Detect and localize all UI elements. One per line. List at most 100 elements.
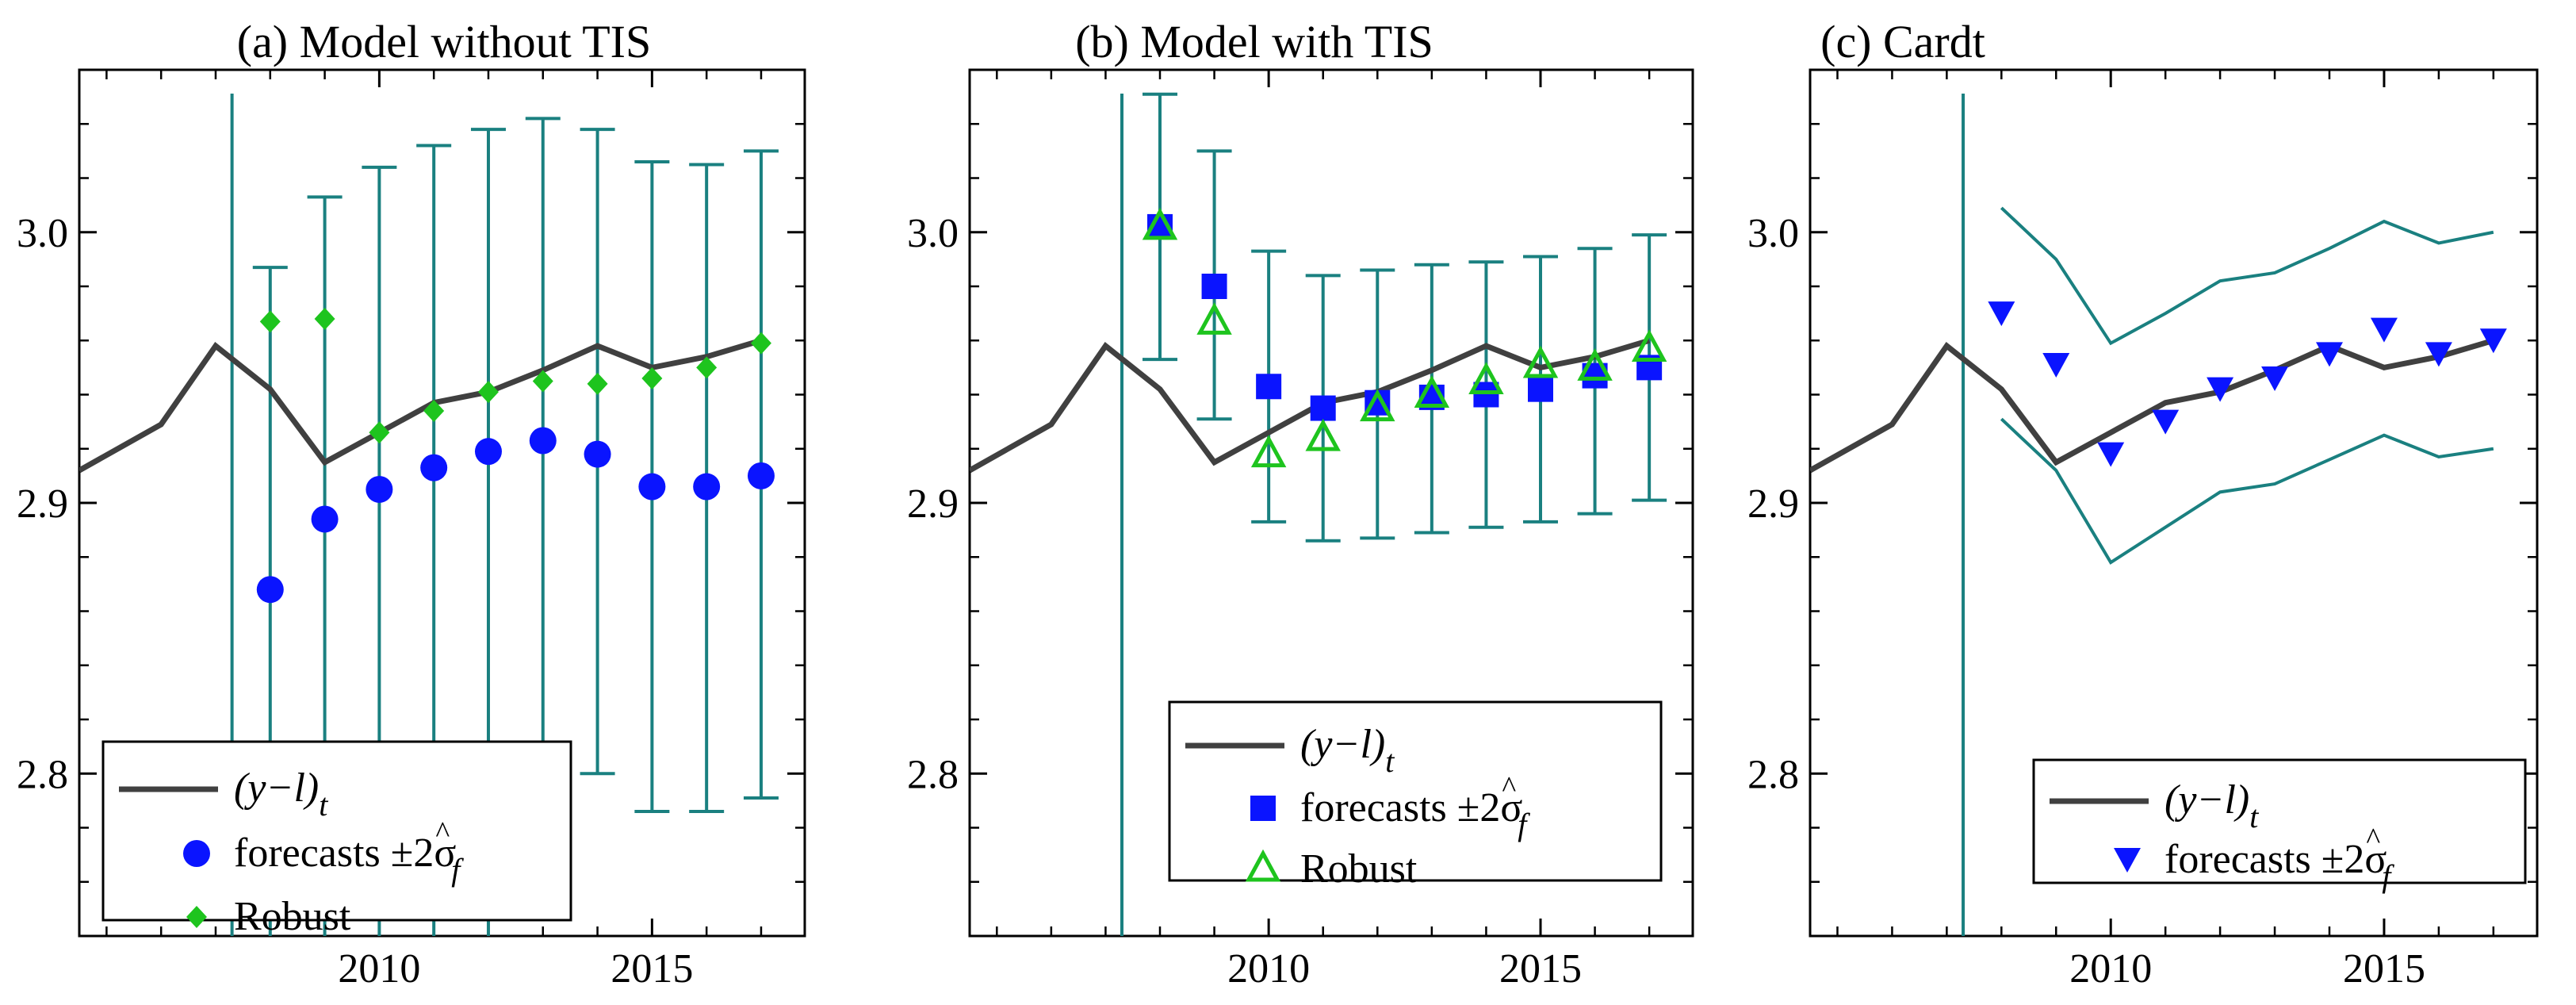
legend-swatch-forecast [183,840,210,867]
legend-label-forecast: forecasts ±2σ^f [1300,771,1530,842]
forecast-point [311,505,339,533]
forecast-point [420,454,448,481]
forecast-point [584,440,611,468]
y-tick-label: 2.9 [17,481,68,527]
forecast-point [1201,274,1227,299]
legend-box [1168,700,1663,882]
legend-actual-sub: t [1385,743,1395,779]
actual-series-line [1810,337,2494,474]
forecast-point [2152,409,2180,435]
legend-actual-main: (y−l) [1300,722,1385,767]
legend-box [2032,758,2527,884]
forecast-point [474,438,502,466]
y-tick-label: 2.8 [907,752,959,797]
robust-point [1577,348,1613,381]
y-tick-label: 3.0 [1747,211,1799,256]
robust-point [1631,329,1667,362]
legend-actual-main: (y−l) [2165,777,2249,823]
forecast-point [693,473,721,501]
y-tick-label: 2.8 [1747,752,1799,797]
forecast-point [1473,382,1499,408]
y-tick-label: 2.9 [1747,481,1799,527]
robust-point [1250,435,1287,468]
robust-point [641,367,663,390]
y-tick-label: 2.9 [907,481,959,527]
x-tick-label: 2015 [611,946,693,992]
forecast-point [1256,374,1282,400]
forecast-point [2370,317,2398,343]
robust-point [750,332,771,355]
forecast-point [2261,366,2289,392]
legend-swatch-robust [186,906,207,928]
y-tick-label: 2.8 [17,752,68,797]
legend-label-actual: (y−l)t [2165,777,2259,834]
robust-point [696,356,718,379]
forecast-point [1310,395,1336,421]
upper-band-line [2000,206,2494,346]
legend-forecast-hat: ^ [435,816,450,850]
legend-actual-main: (y−l) [234,765,319,811]
robust-point [259,310,281,333]
robust-point [1142,207,1178,240]
robust-point [1522,345,1559,378]
forecast-point [256,576,284,604]
robust-point [369,421,390,444]
forecast-point [1528,376,1553,402]
actual-series-line [79,337,762,474]
legend-label-actual: (y−l)t [1300,722,1395,779]
robust-point [314,307,335,330]
legend-label-actual: (y−l)t [234,765,328,823]
plot-area [1810,94,2507,936]
lower-band-line [2000,417,2494,565]
legend-forecast-hat: ^ [2366,823,2380,856]
forecast-point [2316,342,2343,367]
panel-b: (b) Model with TIS 2010 2015 2.8 2.9 3.0 (y−l… [907,16,1694,992]
robust-point [587,372,608,395]
robust-point [423,399,445,422]
legend-swatch-robust [1245,849,1281,882]
legend-forecast-main: forecasts ±2σ [1300,785,1522,830]
legend-forecast-main: forecasts ±2σ [234,830,456,876]
x-tick-label: 2015 [2343,946,2425,992]
robust-point [1414,375,1450,408]
panel-c: (c) Cardt 2010 2015 2.8 2.9 3.0 (y−l)tforecas… [1747,16,2539,992]
x-tick-label: 2010 [2069,946,2152,992]
y-tick-label: 3.0 [907,211,959,256]
plot-area [970,92,1667,936]
forecast-point [529,427,557,455]
robust-point [1360,389,1395,422]
forecast-point [2097,442,2125,467]
forecast-point [2207,377,2234,402]
robust-point [532,370,553,393]
panel-title: (b) Model with TIS [1075,16,1433,67]
forecast-point [2042,352,2070,378]
robust-point [477,381,499,404]
legend-label-robust: Robust [1300,846,1418,892]
legend-forecast-main: forecasts ±2σ [2165,837,2387,882]
forecast-point [2425,342,2452,367]
x-tick-label: 2010 [338,946,420,992]
robust-point [1468,362,1504,394]
y-tick-label: 3.0 [17,211,68,256]
forecast-point [1988,301,2015,327]
legend-forecast-hat: ^ [1502,771,1516,804]
forecast-point [2479,328,2507,354]
panel-a: (a) Model without TIS 2010 2015 2.8 2.9 3.0 (… [17,16,806,992]
legend-actual-sub: t [2249,799,2259,834]
legend-box [101,740,572,922]
panel-title: (c) Cardt [1820,16,1985,67]
robust-point [1196,302,1232,335]
forecast-point [747,462,775,489]
panel-title: (a) Model without TIS [237,16,651,67]
forecast-point [638,473,666,501]
legend-swatch-forecast [1250,796,1276,821]
robust-point [1305,418,1341,451]
legend-label-robust: Robust [234,894,351,939]
x-tick-label: 2010 [1227,946,1310,992]
legend-actual-sub: t [319,787,328,823]
x-tick-label: 2015 [1499,946,1582,992]
legend-swatch-forecast [2114,848,2141,873]
